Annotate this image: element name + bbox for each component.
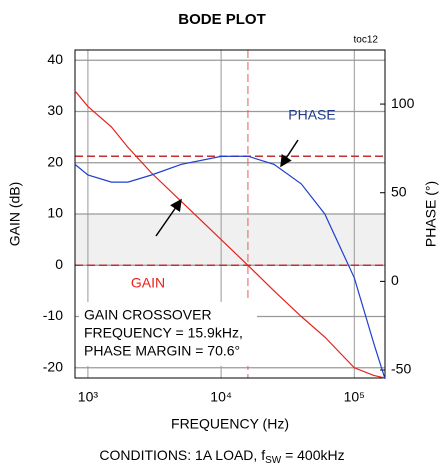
grid-band xyxy=(75,214,385,266)
series-label: PHASE xyxy=(288,107,335,123)
y-tick-label: 30 xyxy=(47,102,63,118)
conditions-text: = 400kHz xyxy=(281,447,344,463)
y-tick-label: -10 xyxy=(43,307,63,323)
x-axis-label: FREQUENCY (Hz) xyxy=(171,416,289,432)
plot-frame xyxy=(74,49,386,379)
conditions: CONDITIONS: 1A LOAD, fSW = 400kHz xyxy=(99,447,344,466)
y-tick-label: -20 xyxy=(43,358,63,374)
subtitle: toc12 xyxy=(354,35,379,46)
conditions-sub: SW xyxy=(265,455,282,466)
y2-axis-label: PHASE (°) xyxy=(423,181,439,247)
y-tick-label: 20 xyxy=(47,153,63,169)
x-tick-label: 10³ xyxy=(78,389,99,405)
annotation-box xyxy=(79,302,257,366)
series-label: GAIN xyxy=(131,275,165,291)
y2-tick-label: -50 xyxy=(391,361,411,377)
y2-tick-label: 0 xyxy=(391,272,399,288)
y-axis-label: GAIN (dB) xyxy=(7,182,23,247)
chart-title: BODE PLOT xyxy=(178,11,266,28)
y2-tick-label: 100 xyxy=(391,95,415,111)
y2-tick-label: 50 xyxy=(391,183,407,199)
annotation-text: FREQUENCY = 15.9kHz, xyxy=(84,325,243,341)
annotation-text: PHASE MARGIN = 70.6° xyxy=(84,343,240,359)
series-line xyxy=(74,90,386,379)
annotation-text: GAIN CROSSOVER xyxy=(84,307,212,323)
arrow xyxy=(155,198,182,237)
arrow xyxy=(280,139,299,168)
x-tick-label: 10⁴ xyxy=(210,389,232,405)
series-line xyxy=(74,155,386,380)
y-tick-label: 0 xyxy=(55,256,63,272)
x-tick-label: 10⁵ xyxy=(344,389,365,405)
conditions-text: CONDITIONS: 1A LOAD, f xyxy=(99,447,265,463)
y-tick-label: 10 xyxy=(47,205,63,221)
y-tick-label: 40 xyxy=(47,51,63,67)
